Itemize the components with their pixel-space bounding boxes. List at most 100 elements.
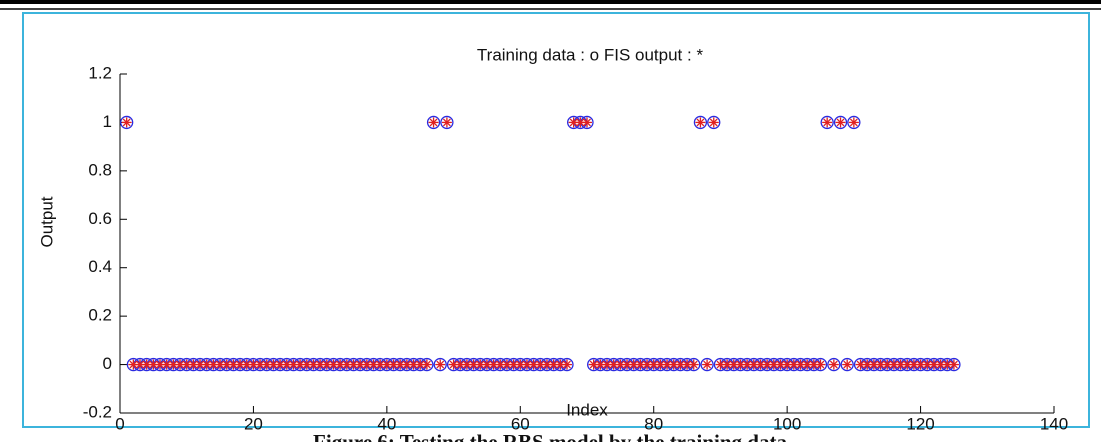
marker-asterisk	[201, 359, 212, 370]
asterisk-stroke	[136, 360, 144, 369]
asterisk-stroke	[342, 360, 351, 369]
asterisk-stroke	[129, 360, 138, 369]
asterisk-stroke	[656, 360, 665, 369]
x-tick-label: 0	[115, 414, 124, 433]
x-tick-label: 120	[906, 414, 934, 433]
asterisk-stroke	[796, 360, 805, 369]
marker-asterisk	[255, 359, 266, 370]
marker-asterisk	[428, 117, 439, 128]
marker-asterisk	[268, 359, 279, 370]
asterisk-stroke	[469, 360, 478, 369]
asterisk-stroke	[309, 360, 318, 369]
marker-circle	[700, 357, 714, 372]
marker-asterisk	[435, 359, 446, 370]
asterisk-stroke	[696, 118, 705, 127]
marker-asterisk	[561, 359, 572, 370]
asterisk-stroke	[563, 360, 571, 369]
y-axis-label: Output	[37, 196, 56, 247]
marker-asterisk	[461, 359, 472, 370]
asterisk-stroke	[896, 360, 905, 369]
asterisk-stroke	[903, 360, 912, 369]
marker-circle	[820, 115, 834, 130]
marker-circle	[693, 115, 708, 130]
asterisk-stroke	[676, 360, 685, 369]
asterisk-stroke	[636, 360, 645, 369]
marker-circle	[707, 115, 721, 130]
asterisk-stroke	[189, 360, 198, 369]
asterisk-stroke	[349, 360, 358, 369]
asterisk-stroke	[249, 360, 258, 369]
asterisk-stroke	[783, 360, 792, 369]
asterisk-stroke	[649, 360, 658, 369]
marker-asterisk	[548, 359, 559, 370]
x-axis-label: Index	[566, 400, 608, 419]
asterisk-stroke	[516, 360, 525, 369]
asterisk-stroke	[829, 360, 838, 369]
asterisk-stroke	[949, 360, 958, 369]
asterisk-stroke	[843, 360, 852, 369]
marker-asterisk	[742, 359, 753, 370]
asterisk-stroke	[436, 360, 445, 369]
asterisk-stroke	[162, 360, 171, 369]
asterisk-stroke	[396, 360, 405, 369]
asterisk-stroke	[482, 360, 491, 369]
asterisk-stroke	[629, 360, 638, 369]
asterisk-stroke	[916, 360, 925, 369]
asterisk-stroke	[789, 360, 798, 369]
asterisk-stroke	[356, 360, 365, 369]
marker-asterisk	[148, 359, 159, 370]
y-tick-label: 1	[103, 112, 112, 131]
marker-asterisk	[421, 359, 432, 370]
asterisk-stroke	[803, 360, 812, 369]
asterisk-stroke	[876, 360, 885, 369]
asterisk-stroke	[723, 360, 732, 369]
marker-asterisk	[835, 117, 846, 128]
y-tick-label: 0.2	[88, 306, 112, 325]
marker-asterisk	[828, 359, 839, 370]
asterisk-stroke	[462, 360, 471, 369]
marker-asterisk	[795, 359, 806, 370]
asterisk-stroke	[669, 360, 678, 369]
asterisk-stroke	[236, 360, 245, 369]
asterisk-stroke	[623, 360, 631, 369]
asterisk-stroke	[616, 360, 625, 369]
y-tick-label: 0.4	[88, 257, 112, 276]
asterisk-stroke	[196, 360, 205, 369]
asterisk-stroke	[269, 360, 278, 369]
asterisk-stroke	[889, 360, 898, 369]
asterisk-stroke	[322, 360, 331, 369]
asterisk-stroke	[156, 360, 164, 369]
marker-asterisk	[822, 117, 833, 128]
asterisk-stroke	[849, 118, 858, 127]
marker-circle	[120, 115, 134, 130]
marker-asterisk	[441, 117, 452, 128]
asterisk-stroke	[296, 360, 305, 369]
marker-asterisk	[221, 359, 232, 370]
marker-asterisk	[155, 359, 166, 370]
asterisk-stroke	[689, 360, 698, 369]
marker-asterisk	[702, 359, 713, 370]
asterisk-stroke	[456, 360, 465, 369]
asterisk-stroke	[909, 360, 918, 369]
marker-circle	[840, 357, 854, 372]
asterisk-stroke	[703, 360, 712, 369]
marker-asterisk	[948, 359, 959, 370]
x-tick-label: 80	[644, 414, 663, 433]
marker-circle	[833, 115, 848, 130]
x-tick-label: 60	[511, 414, 530, 433]
asterisk-stroke	[382, 360, 391, 369]
y-tick-label: 0.6	[88, 209, 112, 228]
asterisk-stroke	[282, 360, 291, 369]
asterisk-stroke	[302, 360, 311, 369]
asterisk-stroke	[489, 360, 498, 369]
asterisk-stroke	[883, 360, 892, 369]
asterisk-stroke	[756, 360, 765, 369]
asterisk-stroke	[376, 360, 385, 369]
asterisk-stroke	[142, 360, 151, 369]
asterisk-stroke	[202, 360, 211, 369]
marker-asterisk	[488, 359, 499, 370]
marker-asterisk	[888, 359, 899, 370]
asterisk-stroke	[169, 360, 178, 369]
marker-asterisk	[942, 359, 953, 370]
